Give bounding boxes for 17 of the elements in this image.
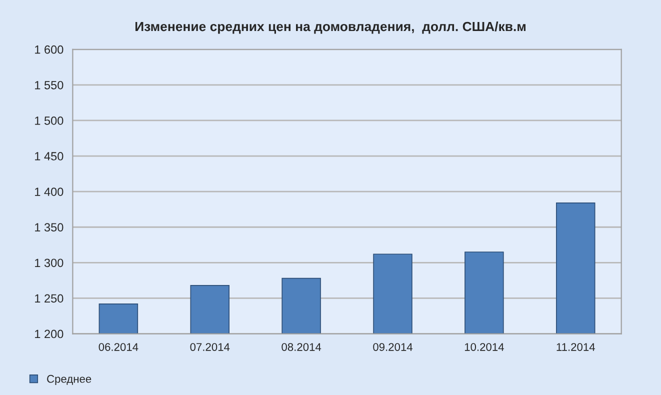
- y-tick-label: 1 350: [35, 223, 64, 232]
- chart-title: Изменение средних цен на домовладения, долл. США/кв.м: [135, 22, 526, 34]
- x-tick-label: 07.2014: [190, 343, 230, 351]
- y-tick-label: 1 550: [35, 80, 64, 90]
- y-tick-label: 1 250: [35, 294, 64, 303]
- y-tick-label: 1 500: [35, 116, 64, 125]
- x-tick-label: 08.2014: [282, 343, 322, 351]
- y-tick-label: 1 200: [35, 330, 64, 338]
- x-tick-label: 09.2014: [373, 343, 413, 351]
- x-tick-label: 11.2014: [556, 343, 595, 351]
- y-tick-label: 1 450: [35, 152, 64, 160]
- y-tick-label: 1 600: [35, 45, 64, 54]
- x-tick-label: 06.2014: [98, 343, 138, 351]
- x-tick-label: 10.2014: [464, 343, 504, 351]
- y-tick-label: 1 300: [35, 258, 64, 268]
- legend-label: Среднее: [47, 374, 92, 385]
- y-tick-label: 1 400: [35, 188, 64, 196]
